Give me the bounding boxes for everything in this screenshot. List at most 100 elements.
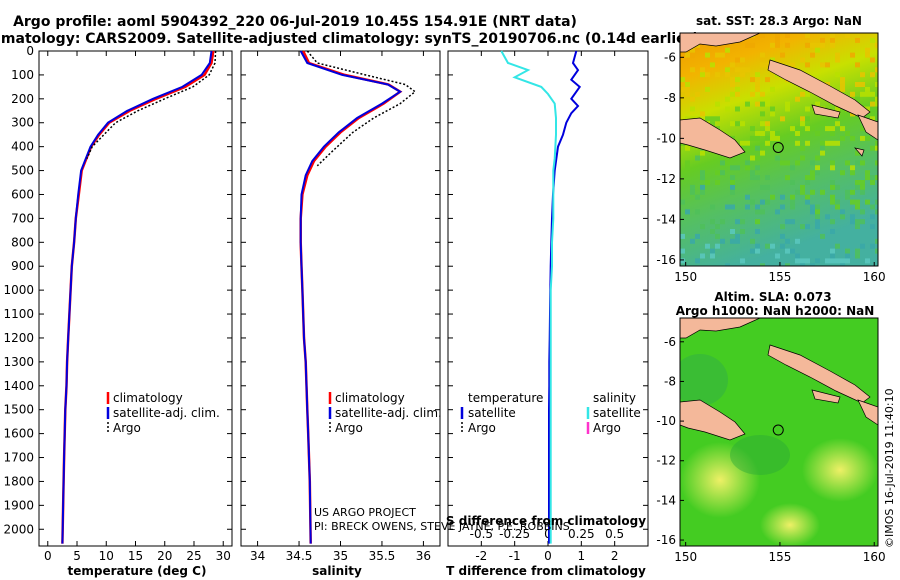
- series-argo-line: [306, 50, 417, 167]
- sst-pixel: [715, 116, 720, 122]
- sdiff-tick-label: 0.25: [568, 527, 595, 541]
- sla-map-title: Altim. SLA: 0.073: [714, 290, 831, 304]
- sst-pixel: [775, 131, 780, 136]
- sst-pixel: [730, 180, 735, 185]
- sst-pixel: [755, 243, 760, 249]
- sst-pixel: [725, 106, 730, 112]
- x-tick-label: 2: [611, 549, 619, 563]
- land-new-guinea: [680, 117, 746, 159]
- sst-pixel: [700, 111, 705, 117]
- sdiff-tick-label: -0.5: [470, 527, 493, 541]
- legend-temperature-header: temperature: [468, 391, 543, 405]
- sst-pixel: [860, 243, 865, 249]
- sst-pixel: [830, 199, 835, 205]
- sst-pixel: [700, 189, 705, 195]
- sst-pixel: [870, 243, 875, 249]
- sst-pixel: [820, 62, 825, 68]
- sst-pixel: [685, 160, 690, 166]
- sst-pixel: [845, 253, 850, 259]
- sst-pixel: [700, 184, 705, 190]
- sst-pixel: [785, 248, 790, 254]
- sst-pixel: [810, 263, 815, 266]
- sst-pixel: [735, 57, 740, 63]
- sst-pixel: [770, 131, 775, 136]
- sst-pixel: [760, 96, 765, 102]
- depth-tick-label: 400: [11, 140, 34, 154]
- sst-pixel: [835, 140, 840, 146]
- sst-pixel: [755, 248, 760, 254]
- sst-pixel: [730, 184, 735, 190]
- legend-climatology: climatology: [335, 391, 405, 405]
- map-lat-label: -12: [656, 454, 676, 468]
- sst-pixel: [870, 57, 875, 63]
- sst-pixel: [735, 121, 740, 127]
- sst-pixel: [860, 82, 865, 87]
- sst-pixel: [765, 126, 770, 132]
- sst-pixel: [695, 209, 700, 215]
- sst-pixel: [715, 72, 720, 78]
- sst-pixel: [715, 170, 720, 176]
- sst-pixel: [795, 126, 800, 132]
- depth-tick-label: 900: [11, 259, 34, 273]
- sst-pixel: [680, 86, 685, 92]
- sst-pixel: [755, 219, 760, 225]
- sst-pixel: [775, 42, 780, 48]
- sst-pixel: [690, 52, 695, 58]
- sst-pixel: [820, 145, 825, 151]
- sst-pixel: [765, 62, 770, 68]
- x-tick-label: 35.5: [369, 549, 396, 563]
- sst-pixel: [850, 135, 855, 141]
- sst-pixel: [765, 199, 770, 205]
- sst-pixel: [815, 224, 820, 230]
- sst-pixel: [720, 238, 725, 244]
- sst-pixel: [760, 199, 765, 205]
- sst-pixel: [850, 214, 855, 220]
- sst-pixel: [835, 204, 840, 210]
- sst-pixel: [835, 258, 840, 264]
- sst-pixel: [810, 209, 815, 215]
- sst-pixel: [735, 106, 740, 112]
- sst-pixel: [875, 42, 878, 48]
- sst-pixel: [855, 248, 860, 254]
- sst-pixel: [690, 184, 695, 190]
- sst-pixel: [825, 126, 830, 132]
- sst-pixel: [725, 72, 730, 78]
- sst-pixel: [790, 204, 795, 210]
- map-lon-label: 150: [674, 550, 697, 564]
- sst-pixel: [750, 238, 755, 244]
- sst-pixel: [855, 204, 860, 210]
- sst-pixel: [830, 140, 835, 146]
- sst-pixel: [815, 170, 820, 176]
- depth-tick-label: 1100: [3, 307, 34, 321]
- sst-pixel: [740, 72, 745, 78]
- sst-pixel: [865, 47, 870, 53]
- map-lat-label: -6: [664, 50, 676, 64]
- sst-pixel: [720, 52, 725, 58]
- sst-pixel: [740, 121, 745, 127]
- sdiff-tick-label: -0.25: [499, 527, 530, 541]
- land-island: [811, 389, 841, 404]
- depth-tick-label: 800: [11, 235, 34, 249]
- sst-pixel: [840, 214, 845, 220]
- sst-pixel: [850, 52, 855, 58]
- sst-pixel: [780, 243, 785, 249]
- sst-pixel: [790, 199, 795, 205]
- temperature-panel: [38, 50, 233, 547]
- sst-pixel: [875, 67, 878, 73]
- sst-pixel: [750, 91, 755, 97]
- sst-pixel: [805, 258, 810, 264]
- sst-pixel: [870, 101, 875, 107]
- sst-pixel: [735, 86, 740, 92]
- sst-pixel: [875, 96, 878, 102]
- sst-pixel: [710, 116, 715, 122]
- x-tick-label: 30: [216, 549, 231, 563]
- x-tick-label: 36: [416, 549, 431, 563]
- sst-pixel: [805, 91, 810, 97]
- sst-pixel: [765, 175, 770, 181]
- sst-pixel: [820, 189, 825, 195]
- sst-pixel: [875, 145, 878, 151]
- sst-pixel: [840, 86, 845, 92]
- sst-pixel: [875, 106, 878, 112]
- sst-pixel: [685, 209, 690, 215]
- sst-pixel: [790, 248, 795, 254]
